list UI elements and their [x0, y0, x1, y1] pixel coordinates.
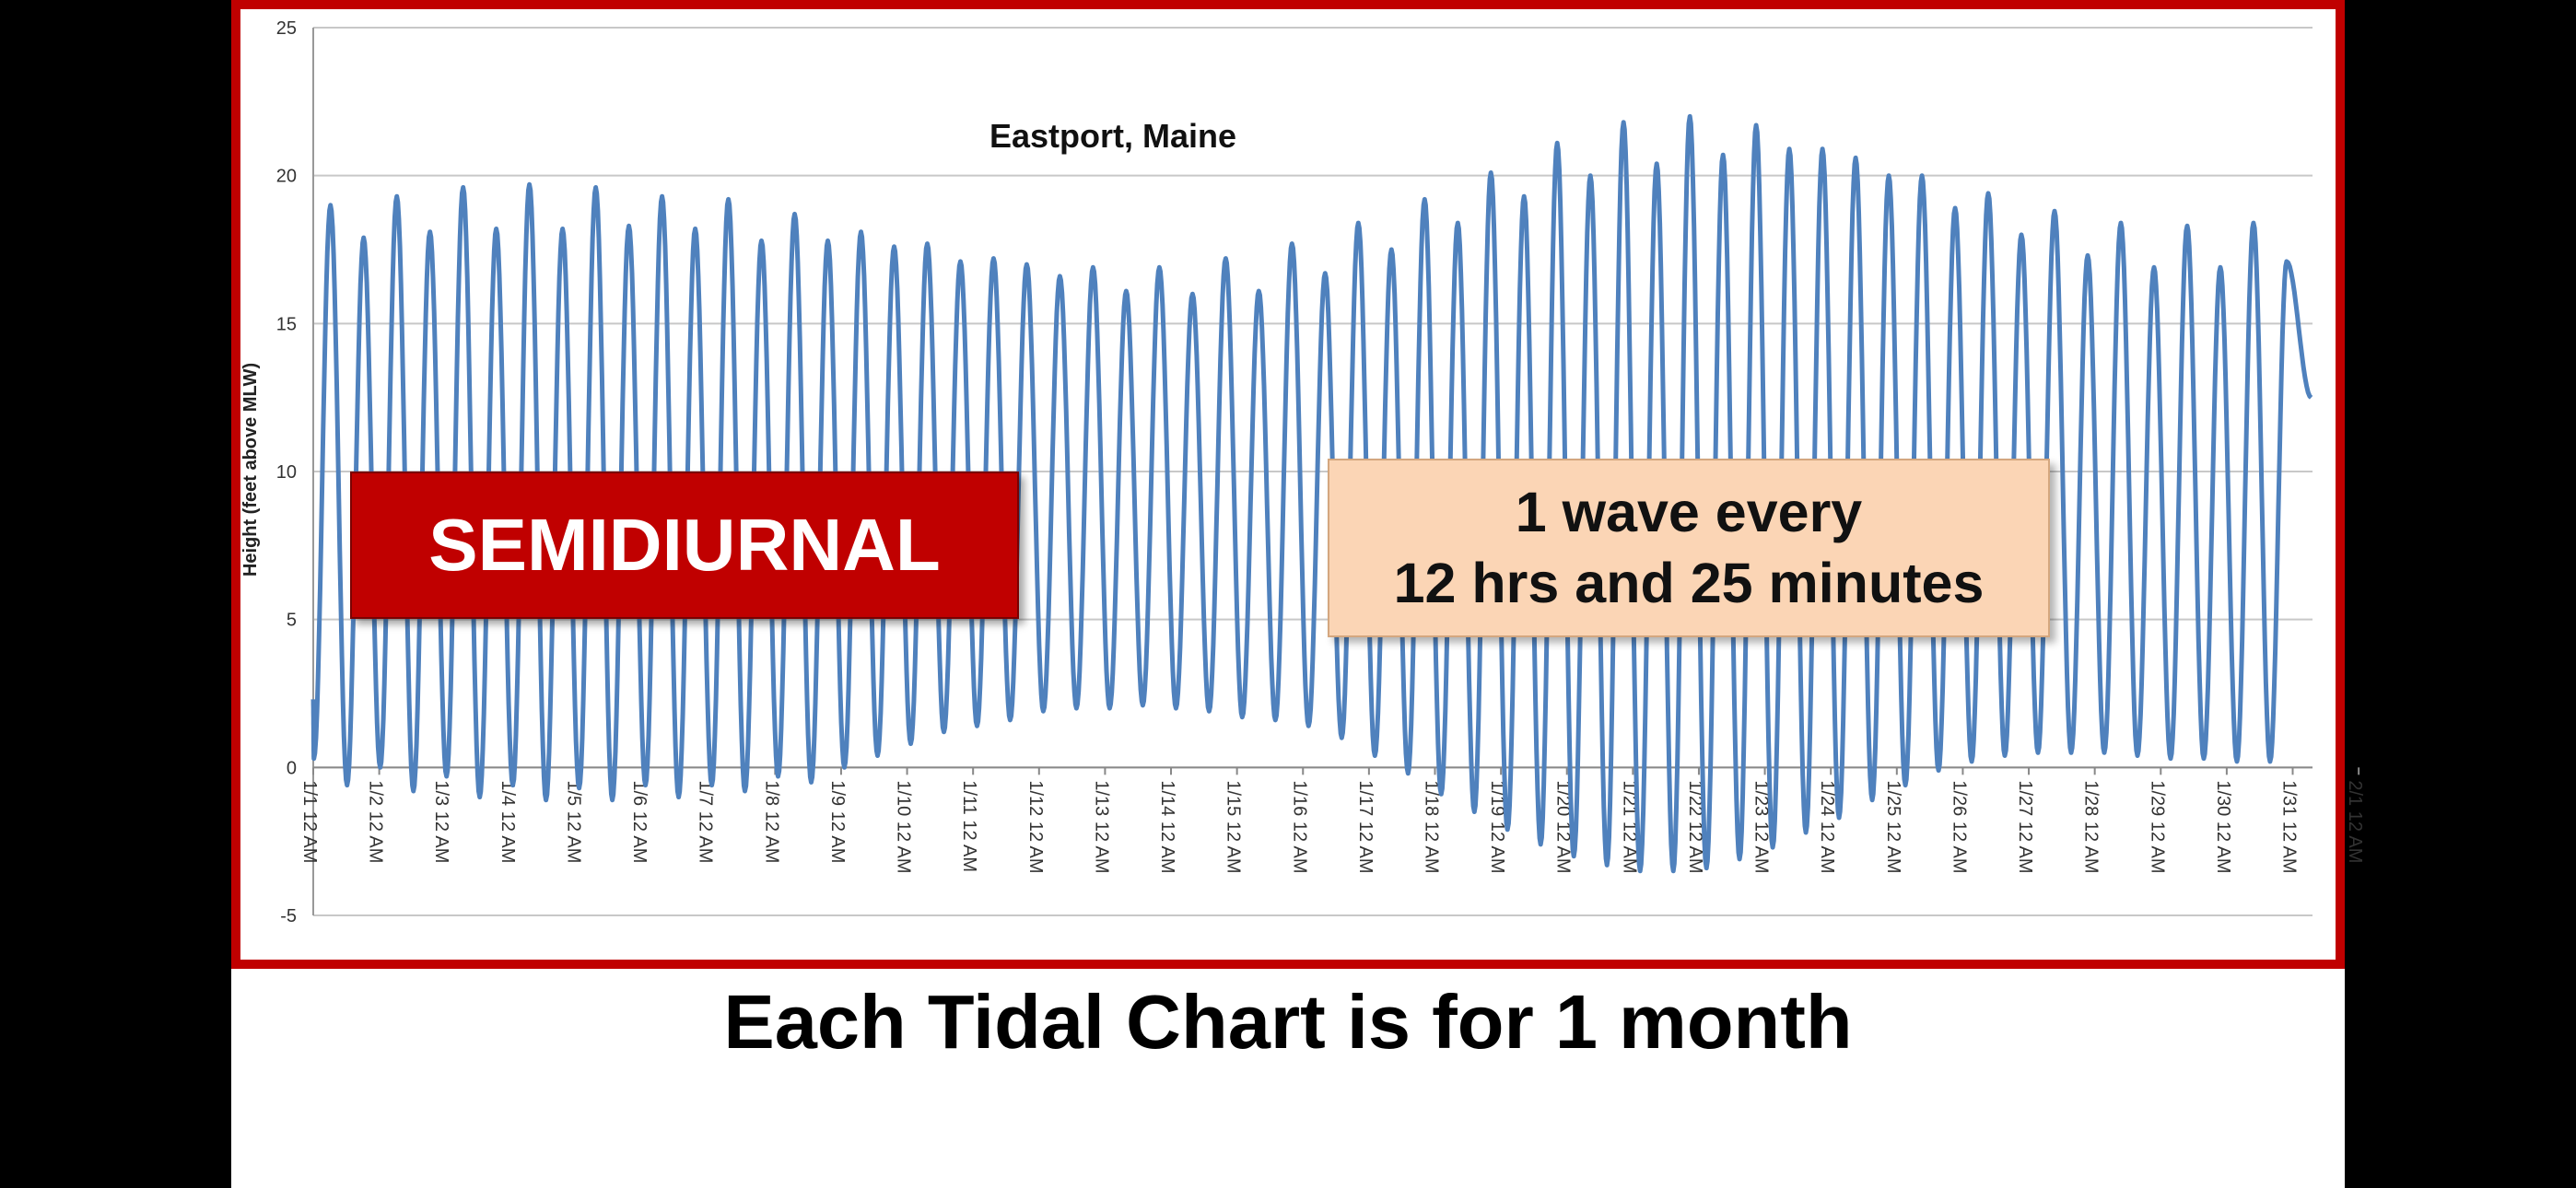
- y-tick-label: 20: [276, 167, 297, 187]
- y-tick-label: -5: [280, 906, 297, 926]
- wave-note-line2: 12 hrs and 25 minutes: [1393, 552, 1985, 614]
- x-tick-label: 1/22 12 AM: [1685, 780, 1705, 873]
- x-tick-label: 1/31 12 AM: [2279, 780, 2300, 873]
- x-tick-label: 1/15 12 AM: [1224, 780, 1244, 873]
- x-tick-label: 1/27 12 AM: [2015, 780, 2035, 873]
- y-tick-label: 5: [287, 611, 297, 631]
- x-tick-label: 1/28 12 AM: [2081, 780, 2102, 873]
- chart-title: Eastport, Maine: [989, 117, 1236, 155]
- x-tick-label: 1/29 12 AM: [2147, 780, 2167, 873]
- x-tick-label: 1/24 12 AM: [1817, 780, 1837, 873]
- slide-caption: Each Tidal Chart is for 1 month: [723, 979, 1853, 1065]
- x-tick-label: 1/14 12 AM: [1157, 780, 1177, 873]
- x-tick-label: 1/25 12 AM: [1883, 780, 1903, 873]
- semidiurnal-callout: SEMIDIURNAL: [350, 472, 1019, 619]
- x-tick-label: 1/12 12 AM: [1025, 780, 1046, 873]
- x-tick-label: 1/4 12 AM: [498, 780, 518, 863]
- x-tick-label: 1/26 12 AM: [1949, 780, 1969, 873]
- x-tick-label: 1/21 12 AM: [1619, 780, 1639, 873]
- x-tick-label: 1/18 12 AM: [1421, 780, 1441, 873]
- x-tick-label: 1/1 12 AM: [299, 780, 320, 863]
- x-tick-label: 1/10 12 AM: [894, 780, 914, 873]
- y-tick-label: 25: [276, 18, 297, 39]
- x-tick-label: 1/17 12 AM: [1355, 780, 1376, 873]
- x-tick-label: 1/5 12 AM: [563, 780, 583, 863]
- wave-period-callout: 1 wave every 12 hrs and 25 minutes: [1328, 459, 2050, 637]
- x-tick-label: 1/16 12 AM: [1289, 780, 1309, 873]
- x-tick-label: 1/20 12 AM: [1553, 780, 1574, 873]
- x-tick-label: 1/13 12 AM: [1091, 780, 1111, 873]
- x-tick-label: 1/3 12 AM: [431, 780, 451, 863]
- x-tick-label: 1/6 12 AM: [629, 780, 650, 863]
- x-tick-label: 1/30 12 AM: [2213, 780, 2233, 873]
- y-tick-labels: -5 0 5 10 15 20 25: [276, 18, 297, 926]
- y-tick-label: 10: [276, 462, 297, 483]
- x-tick-label: 2/1 12 AM: [2345, 780, 2365, 863]
- x-tick-label: 1/8 12 AM: [761, 780, 781, 863]
- y-tick-label: 15: [276, 314, 297, 334]
- x-tick-label: 1/9 12 AM: [827, 780, 848, 863]
- x-tick-label: 1/2 12 AM: [366, 780, 386, 863]
- x-tick-label: 1/11 12 AM: [959, 780, 979, 872]
- semidiurnal-label: SEMIDIURNAL: [428, 504, 941, 586]
- wave-note-line1: 1 wave every: [1515, 481, 1863, 543]
- y-tick-label: 0: [287, 758, 297, 778]
- x-tick-labels: 1/1 12 AM 1/2 12 AM 1/3 12 AM 1/4 12 AM 1/5 …: [299, 767, 2365, 874]
- series-line: [310, 113, 2313, 874]
- x-tick-label: 1/23 12 AM: [1751, 780, 1772, 873]
- x-tick-label: 1/7 12 AM: [696, 780, 716, 863]
- x-tick-label: 1/19 12 AM: [1487, 780, 1507, 873]
- y-axis-title: Height (feet above MLW): [240, 363, 261, 577]
